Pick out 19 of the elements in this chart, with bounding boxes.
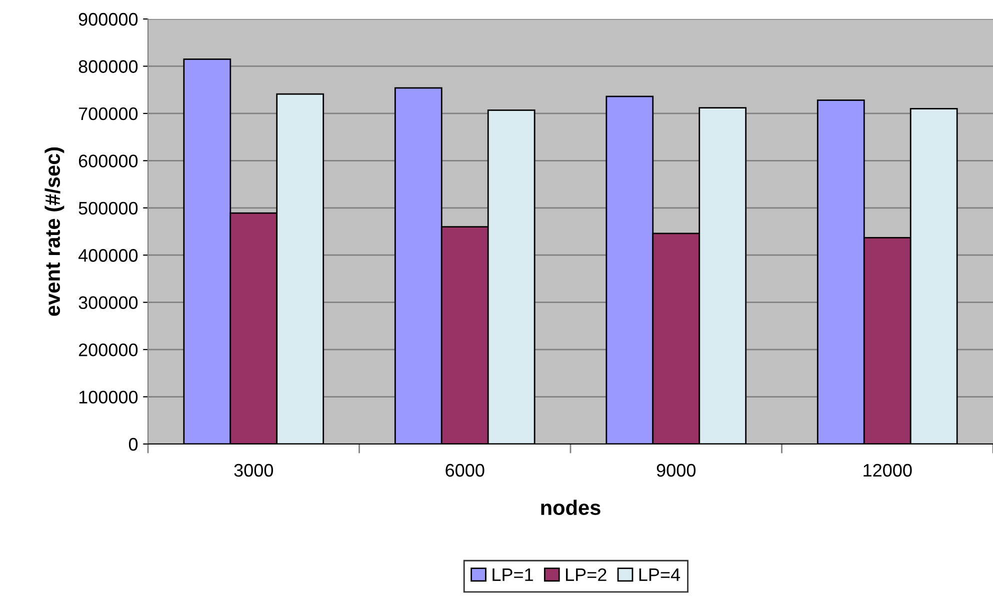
x-axis-title: nodes (541, 500, 600, 516)
y-tick-label: 100000 (79, 390, 138, 404)
x-tick-label: 3000 (234, 464, 274, 477)
y-tick-label: 0 (128, 438, 138, 451)
y-tick-label: 400000 (78, 249, 138, 262)
x-tick-label: 9000 (656, 464, 696, 477)
y-tick-label: 900000 (78, 12, 138, 26)
y-axis-title: event rate (#/sec) (44, 147, 64, 316)
y-tick-label: 700000 (78, 107, 138, 120)
y-tick-label: 500000 (78, 202, 138, 215)
legend-label: LP=1 (492, 568, 533, 581)
x-tick-label: 12000 (864, 464, 912, 477)
y-tick-label: 300000 (78, 296, 138, 310)
y-tick-label: 800000 (78, 60, 138, 73)
legend-label: LP=4 (639, 568, 680, 581)
y-tick-label: 600000 (78, 154, 138, 168)
y-tick-label: 200000 (78, 343, 138, 356)
legend-label: LP=2 (566, 568, 606, 581)
x-tick-label: 6000 (446, 464, 484, 477)
